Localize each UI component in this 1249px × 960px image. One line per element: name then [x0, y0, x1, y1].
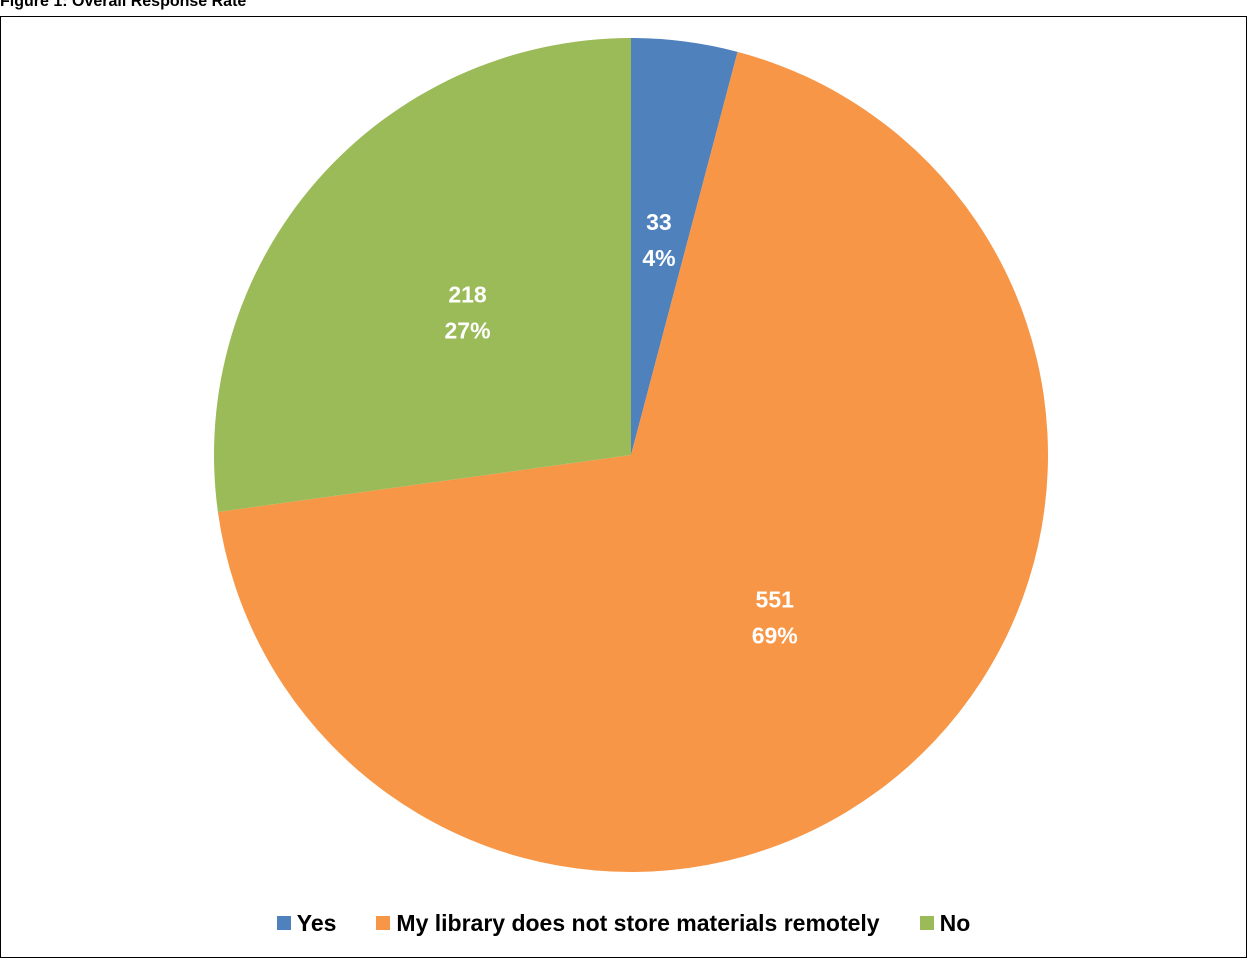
slice-value-label-2: 218	[448, 282, 487, 308]
pie-slice-1	[217, 51, 1048, 872]
chart-legend: Yes My library does not store materials r…	[1, 909, 1246, 937]
slice-percent-label-2: 27%	[445, 318, 491, 344]
slice-percent-label-1: 69%	[752, 622, 798, 648]
legend-label-1: My library does not store materials remo…	[396, 909, 880, 936]
legend-item-2: No	[919, 909, 971, 937]
legend-swatch-0	[276, 916, 291, 930]
chart-frame: 33 4% 551 69% 218 27% Yes My library does not …	[0, 16, 1247, 958]
legend-swatch-1	[376, 916, 391, 930]
slice-value-label-0: 33	[646, 209, 672, 235]
pie-slice-0	[631, 38, 738, 455]
legend-label-2: No	[939, 909, 971, 936]
legend-swatch-2	[919, 916, 934, 930]
pie-chart: 33 4% 551 69% 218 27%	[213, 38, 1048, 872]
slice-value-label-1: 551	[756, 586, 795, 612]
figure-caption: Figure 1: Overall Response Rate	[0, 0, 247, 10]
pie-slice-2	[213, 38, 631, 512]
legend-label-0: Yes	[296, 909, 337, 936]
legend-item-1: My library does not store materials remo…	[376, 909, 880, 937]
slice-percent-label-0: 4%	[642, 245, 675, 271]
legend-item-0: Yes	[276, 909, 337, 937]
